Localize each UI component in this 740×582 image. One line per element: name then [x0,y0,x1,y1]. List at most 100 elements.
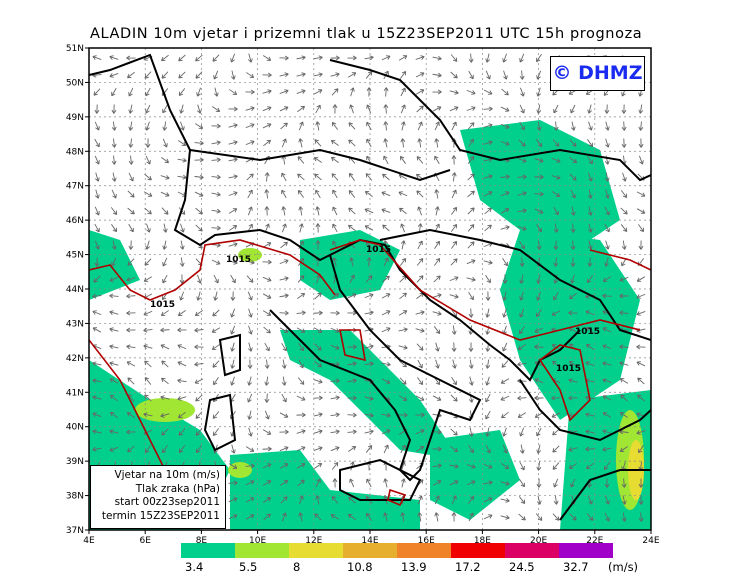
wind-arrow [503,70,508,80]
wind-arrow [552,428,560,436]
wind-arrow [502,444,508,454]
wind-arrow [92,446,102,452]
wind-arrow [449,480,459,486]
wind-arrow [162,240,168,250]
colorbar-swatch [235,543,289,558]
wind-arrow [383,87,389,97]
wind-arrow [313,157,323,163]
wind-arrow [568,310,578,316]
wind-arrow [248,308,253,318]
wind-arrow [109,344,119,350]
wind-arrow [128,155,134,165]
wind-arrow [128,138,134,148]
wind-arrow [364,293,374,299]
wind-arrow [638,444,644,454]
wind-arrow [517,361,527,367]
wind-arrow [417,359,423,369]
wind-arrow [602,446,612,452]
wind-arrow [381,55,391,61]
wind-arrow [570,240,576,250]
wind-arrow [281,189,287,199]
wind-arrow [262,480,272,486]
wind-arrow [178,445,186,454]
wind-arrow [364,190,373,197]
wind-arrow [619,446,628,452]
wind-arrow [500,140,510,146]
wind-arrow [467,495,475,504]
lat-tick-label: 42N [66,354,84,364]
wind-arrow [569,139,577,147]
wind-arrow [587,139,594,148]
wind-arrow [417,512,423,522]
wind-arrow [109,411,118,419]
info-legend-box: Vjetar na 10m (m/s) Tlak zraka (hPa) sta… [90,465,226,529]
wind-arrow [330,139,339,146]
wind-arrow [587,257,593,267]
wind-arrow [381,191,391,197]
wind-arrow [281,342,287,352]
lat-tick-label: 37N [66,526,84,536]
isobar-label: 1015 [366,245,391,255]
wind-arrow [262,463,272,469]
wind-arrow [194,310,203,317]
wind-arrow [536,444,542,454]
wind-arrow [197,104,202,114]
wind-arrow [111,104,117,114]
wind-arrow [247,342,253,352]
wind-arrow [247,410,253,420]
wind-arrow [534,208,544,214]
wind-arrow [297,189,304,198]
wind-arrow [127,207,135,215]
wind-arrow [551,395,561,401]
wind-arrow [416,156,424,164]
wind-arrow [349,104,354,114]
wind-arrow [213,274,219,284]
wind-arrow [347,412,357,418]
wind-arrow [212,428,220,437]
wind-arrow [466,480,476,486]
wind-arrow [263,513,271,521]
wind-arrow [585,361,595,367]
wind-arrow [602,276,612,282]
wind-arrow [621,121,627,131]
wind-arrow [162,121,168,131]
wind-arrow [95,172,100,182]
wind-arrow [195,207,203,215]
wind-arrow [536,70,542,80]
colorbar-label: 8 [293,560,300,574]
colorbar-unit: (m/s) [608,560,638,574]
wind-arrow [128,223,134,233]
wind-arrow [212,54,220,62]
wind-arrow [212,360,220,368]
wind-arrow [314,173,322,181]
wind-arrow [128,104,134,114]
wind-arrow [417,223,423,233]
wind-arrow [568,447,578,452]
wind-arrow [519,427,525,437]
wind-arrow [109,361,119,367]
wind-arrow [483,480,493,486]
colorbar-swatch [451,543,505,558]
wind-arrow [604,495,610,505]
wind-arrow [264,376,270,386]
wind-arrow [517,191,527,196]
wind-arrow [366,121,372,131]
colorbar: 3.4 5.5 8 10.8 13.9 17.2 24.5 32.7 [181,543,613,574]
wind-arrow [466,259,476,265]
wind-arrow [417,206,423,216]
wind-arrow [313,446,323,451]
wind-arrow [211,344,220,351]
wind-arrow [364,412,374,418]
wind-arrow [144,207,152,215]
wind-arrow [415,412,425,418]
wind-arrow [92,327,102,333]
wind-arrow [194,344,204,350]
lon-tick-label: 14E [361,536,378,546]
wind-arrow [399,292,407,300]
wind-arrow [400,240,406,250]
wind-arrow [228,242,238,247]
wind-arrow [636,191,646,197]
wind-arrow [264,410,270,420]
wind-arrow [603,462,611,471]
wind-arrow [417,121,423,131]
